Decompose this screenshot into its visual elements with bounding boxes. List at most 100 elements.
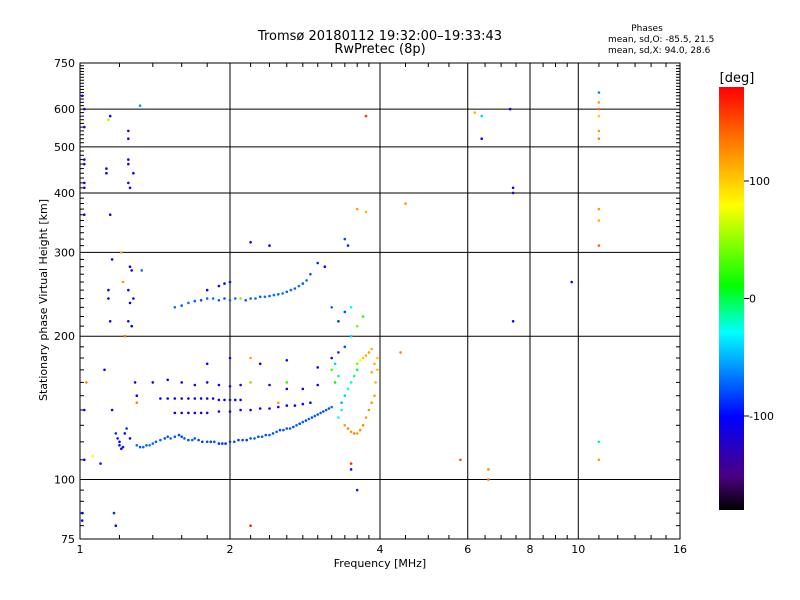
data-point <box>268 383 271 387</box>
data-point <box>364 354 368 358</box>
data-point <box>364 416 368 419</box>
data-point <box>301 282 305 285</box>
data-point <box>123 334 127 338</box>
data-point <box>121 280 125 284</box>
data-point <box>187 301 190 305</box>
data-point <box>289 288 293 292</box>
data-point <box>349 306 353 309</box>
data-point <box>209 440 213 444</box>
data-point <box>145 444 148 447</box>
data-point <box>459 458 462 462</box>
data-point <box>597 101 601 104</box>
data-point <box>205 288 209 292</box>
data-point <box>292 425 295 429</box>
data-point <box>254 297 257 300</box>
data-point <box>135 444 139 447</box>
data-point <box>128 265 132 269</box>
data-point <box>271 432 275 435</box>
data-point <box>193 411 197 415</box>
data-point <box>249 241 252 244</box>
data-point <box>597 219 601 222</box>
data-point <box>358 428 362 432</box>
data-point <box>128 437 132 440</box>
data-point <box>127 137 130 140</box>
data-point <box>107 118 110 121</box>
data-point <box>277 401 280 405</box>
chart-subtitle: RwPretec (8p) <box>334 42 425 57</box>
data-point <box>272 293 276 297</box>
info-line-x: mean, sd,X: 94.0, 28.6 <box>608 46 711 56</box>
data-point <box>205 362 209 366</box>
data-point <box>324 408 328 412</box>
x-tick-label: 1 <box>77 543 84 556</box>
data-point <box>83 162 86 166</box>
data-point <box>80 94 84 98</box>
data-point <box>151 381 155 384</box>
data-point <box>285 381 289 384</box>
data-point <box>343 394 347 398</box>
x-tick-labels: 1 2 4 6 8 10 16 <box>77 543 688 556</box>
data-point <box>355 324 359 328</box>
data-point <box>239 398 242 402</box>
y-tick-label: 750 <box>54 57 75 70</box>
data-point <box>404 202 407 205</box>
data-point <box>343 237 347 241</box>
data-point <box>352 432 356 435</box>
data-point <box>120 447 123 451</box>
data-point <box>337 351 340 354</box>
data-point <box>597 129 601 133</box>
data-point <box>511 320 515 323</box>
data-point <box>304 419 308 422</box>
data-point <box>213 440 216 444</box>
data-point <box>337 320 340 323</box>
data-point <box>373 394 376 398</box>
data-point <box>118 440 121 444</box>
data-point <box>132 297 135 300</box>
data-point <box>355 488 359 492</box>
data-point <box>367 408 371 412</box>
data-point <box>127 162 130 166</box>
data-point <box>309 272 312 276</box>
data-point <box>223 398 226 402</box>
data-point <box>343 345 347 349</box>
data-point <box>228 398 232 402</box>
data-point <box>327 407 331 410</box>
data-point <box>107 288 110 292</box>
data-point <box>130 269 133 272</box>
data-point <box>364 114 368 118</box>
data-point <box>597 107 601 111</box>
data-point <box>249 297 252 300</box>
data-point <box>223 297 226 300</box>
data-point <box>298 422 302 426</box>
data-point <box>361 356 365 360</box>
data-point <box>166 397 169 400</box>
data-point <box>110 408 114 412</box>
data-point <box>330 405 334 409</box>
data-point <box>508 107 512 111</box>
data-point <box>282 428 285 432</box>
data-point <box>199 397 203 400</box>
data-point <box>313 414 317 418</box>
colorbar-tick-label: -100 <box>749 410 774 423</box>
data-point <box>133 381 137 384</box>
data-point <box>148 444 151 447</box>
data-point <box>114 432 118 435</box>
data-point <box>159 397 162 400</box>
data-point <box>127 181 130 185</box>
data-point <box>197 438 200 442</box>
data-point <box>258 362 262 366</box>
data-point <box>112 511 116 515</box>
data-point <box>268 433 271 437</box>
chart-title: Tromsø 20180112 19:32:00–19:33:43 <box>257 29 502 44</box>
data-point <box>211 397 215 400</box>
data-point <box>249 381 252 384</box>
data-point <box>217 398 221 402</box>
data-point <box>376 356 379 360</box>
data-point <box>285 404 289 407</box>
data-point <box>83 186 86 190</box>
colorbar-label: [deg] <box>720 71 755 86</box>
data-point <box>597 207 601 211</box>
data-point <box>297 284 301 288</box>
data-point <box>127 288 130 292</box>
data-point <box>268 407 271 410</box>
